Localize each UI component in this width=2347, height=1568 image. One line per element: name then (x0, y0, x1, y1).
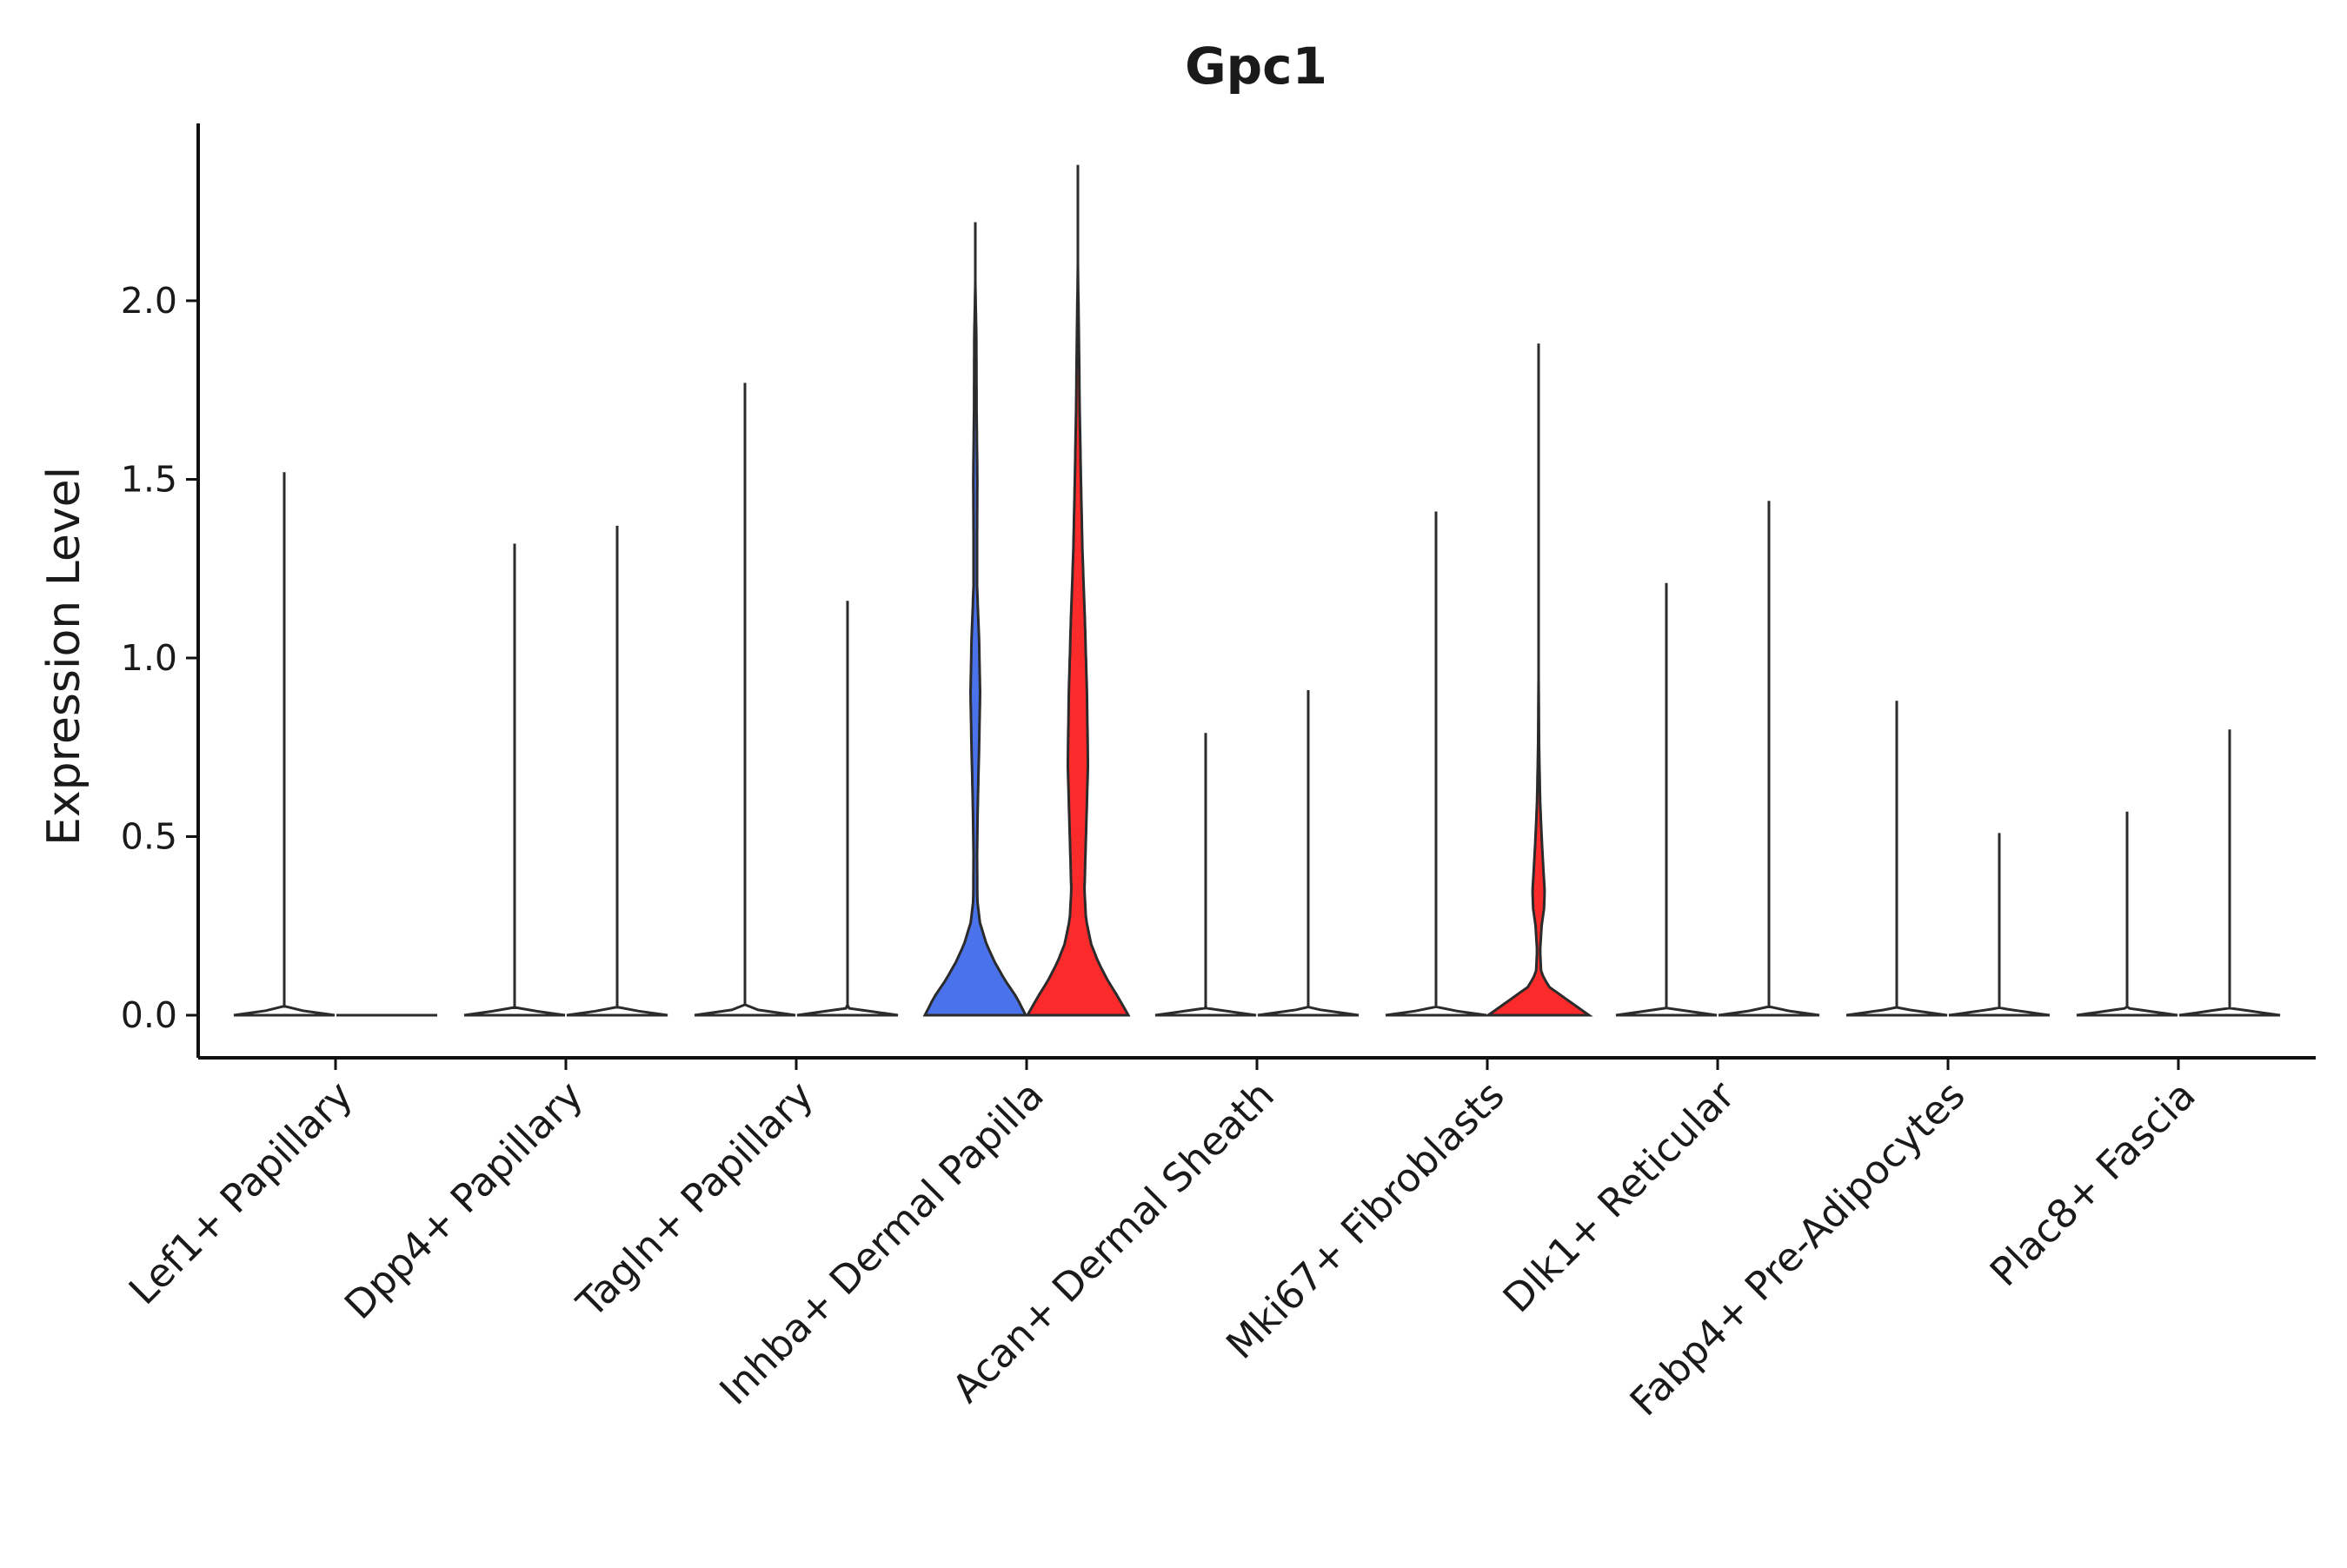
violin-right-3 (1025, 164, 1131, 1017)
y-tick-label: 0.0 (121, 994, 177, 1036)
chart-title: Gpc1 (1185, 37, 1327, 96)
x-category-label: Dpp4+ Papillary (336, 1072, 592, 1328)
violin-layer (233, 164, 2281, 1017)
violin-right-5 (1484, 343, 1593, 1017)
violin-left-5 (1385, 511, 1487, 1017)
violin-left-6 (1615, 582, 1718, 1017)
y-tick-label: 1.5 (121, 459, 177, 501)
violin-right-8 (2178, 729, 2281, 1017)
x-category-label: Lef1+ Papillary (120, 1072, 362, 1313)
violin-right-7 (1948, 833, 2051, 1017)
x-category-label: Dlk1+ Reticular (1494, 1072, 1744, 1321)
y-axis-ticks: 0.0 0.5 1.0 1.5 2.0 (121, 280, 198, 1036)
violin-left-8 (2076, 811, 2178, 1017)
violin-right-4 (1257, 690, 1360, 1017)
x-category-label: Plac8+ Fascia (1981, 1072, 2204, 1295)
y-tick-label: 0.5 (121, 816, 177, 858)
y-axis-label: Expression Level (38, 467, 90, 846)
violin-left-3 (922, 222, 1028, 1017)
violin-left-7 (1845, 701, 1948, 1017)
violin-right-6 (1718, 501, 1820, 1017)
violin-left-0 (233, 472, 336, 1017)
violin-right-2 (796, 601, 899, 1017)
x-category-label: Tagln+ Papillary (568, 1072, 822, 1326)
violin-right-1 (566, 525, 668, 1017)
y-tick-label: 1.0 (121, 637, 177, 679)
violin-left-4 (1154, 733, 1257, 1017)
violin-left-2 (694, 382, 796, 1017)
violin-left-1 (463, 543, 566, 1017)
y-tick-label: 2.0 (121, 280, 177, 322)
